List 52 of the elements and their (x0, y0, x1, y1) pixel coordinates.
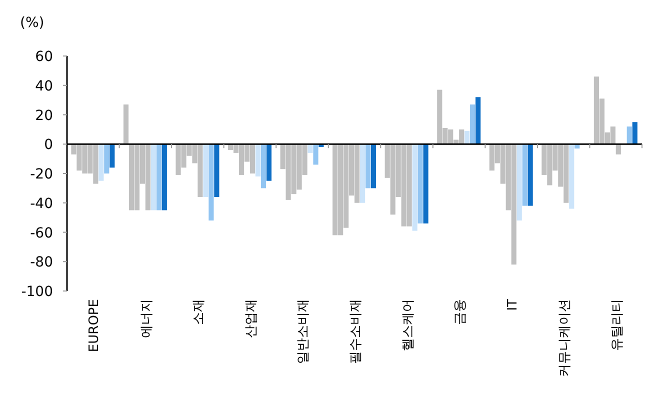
bar (266, 144, 272, 181)
bar (522, 144, 528, 206)
bar (412, 144, 418, 231)
bar (123, 104, 129, 144)
bar (569, 144, 574, 209)
y-tick-label: -20 (30, 166, 53, 182)
bar (110, 144, 115, 168)
bar (203, 144, 208, 197)
x-tick-label: 에너지 (139, 299, 154, 338)
bar (255, 144, 261, 176)
x-tick-label: 필수소비재 (348, 299, 364, 364)
y-tick-label: -100 (21, 284, 53, 300)
bar (516, 144, 522, 220)
bar (423, 144, 428, 224)
bar (162, 144, 167, 210)
bar (528, 144, 533, 206)
x-tick-label: 헬스케어 (400, 299, 416, 351)
y-tick-label: -60 (30, 225, 53, 242)
x-tick-label: 산업재 (244, 299, 259, 338)
bar (632, 122, 638, 144)
bar (464, 130, 470, 144)
bar (214, 144, 220, 197)
y-tick-label: 20 (35, 108, 53, 124)
bar (476, 97, 481, 144)
y-axis-title: (%) (20, 15, 44, 31)
bar (626, 126, 632, 144)
bar (104, 144, 110, 174)
bar (313, 144, 318, 165)
x-tick-label: 커뮤니케이션 (558, 299, 573, 377)
bar (308, 144, 313, 153)
x-tick-label: 금융 (453, 299, 468, 325)
x-tick-label: 유틸리티 (610, 299, 625, 351)
y-tick-label: -80 (30, 254, 53, 271)
y-tick-label: 40 (35, 78, 53, 94)
bar (98, 144, 104, 181)
bar (360, 144, 366, 203)
x-tick-label: IT (505, 298, 520, 311)
bar (418, 144, 423, 224)
bar (616, 144, 621, 154)
bar (208, 144, 214, 220)
x-tick-label: 일반소비재 (296, 299, 312, 364)
bar (470, 104, 476, 144)
y-tick-label: -40 (30, 196, 53, 212)
bar (156, 144, 162, 210)
y-tick-label: 60 (35, 49, 53, 65)
bar (260, 144, 266, 188)
bar (365, 144, 371, 188)
y-tick-label: 0 (44, 137, 53, 154)
bar (370, 144, 376, 188)
bar (150, 144, 156, 210)
x-tick-label: EUROPE (87, 299, 102, 352)
x-tick-label: 소재 (192, 299, 207, 325)
